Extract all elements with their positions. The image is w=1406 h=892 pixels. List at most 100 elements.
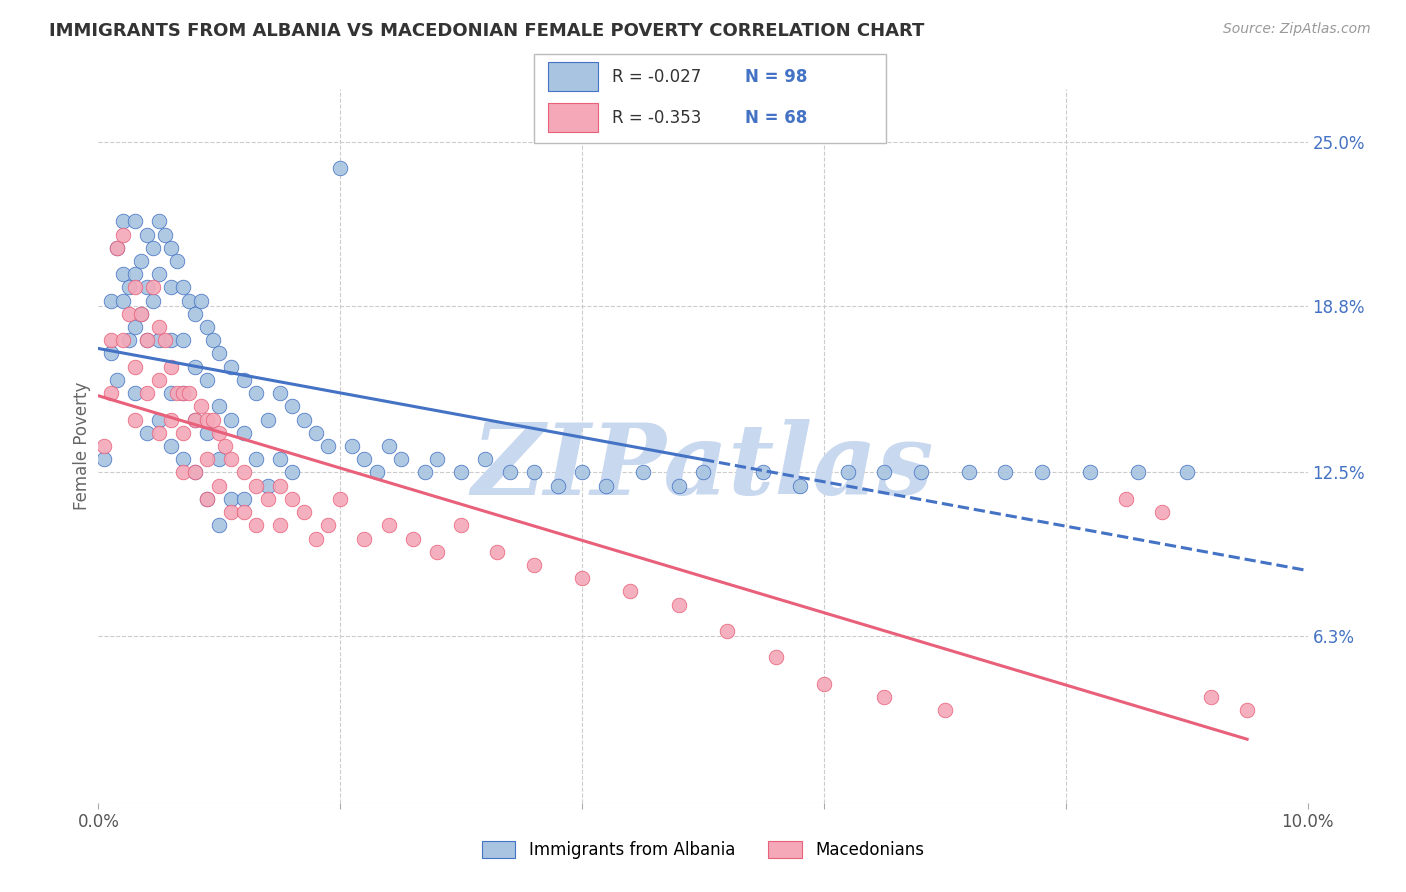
Point <box>269 452 291 467</box>
Point <box>124 386 146 401</box>
Point <box>994 466 1017 480</box>
Point <box>292 505 315 519</box>
Point <box>153 227 176 242</box>
Point <box>124 412 146 426</box>
Point <box>135 425 157 440</box>
Point <box>245 478 267 492</box>
Point <box>668 478 690 492</box>
Point <box>184 412 207 426</box>
Point <box>124 280 146 294</box>
Point <box>166 386 188 401</box>
Point <box>389 452 412 467</box>
Point <box>523 558 546 572</box>
Point <box>292 412 315 426</box>
Point <box>692 466 714 480</box>
Y-axis label: Female Poverty: Female Poverty <box>73 382 91 510</box>
Point <box>316 439 339 453</box>
Point <box>129 254 152 268</box>
Point <box>256 412 278 426</box>
Point <box>195 320 218 334</box>
Point <box>1078 466 1101 480</box>
Point <box>172 333 194 347</box>
Point <box>281 491 304 506</box>
Bar <box>548 62 598 91</box>
Point <box>486 545 509 559</box>
Point <box>105 373 128 387</box>
Point <box>208 452 231 467</box>
Point <box>100 293 122 308</box>
Point <box>124 214 146 228</box>
Point <box>195 412 218 426</box>
Point <box>208 400 231 414</box>
Point <box>269 386 291 401</box>
Point <box>148 373 170 387</box>
Point <box>190 293 212 308</box>
Point <box>873 690 896 704</box>
Point <box>1115 491 1137 506</box>
Point <box>142 280 165 294</box>
Bar <box>548 103 598 132</box>
Point <box>208 425 231 440</box>
Point <box>269 518 291 533</box>
Point <box>148 214 170 228</box>
Point <box>111 214 134 228</box>
Point <box>208 478 231 492</box>
Point <box>281 400 304 414</box>
Point <box>245 386 267 401</box>
Point <box>124 267 146 281</box>
Point <box>765 650 787 665</box>
Point <box>221 491 243 506</box>
Point <box>281 466 304 480</box>
Point <box>547 478 569 492</box>
Point <box>1128 466 1150 480</box>
Point <box>111 267 134 281</box>
Point <box>105 241 128 255</box>
Point <box>256 491 278 506</box>
Text: IMMIGRANTS FROM ALBANIA VS MACEDONIAN FEMALE POVERTY CORRELATION CHART: IMMIGRANTS FROM ALBANIA VS MACEDONIAN FE… <box>49 22 925 40</box>
Point <box>172 425 194 440</box>
Point <box>716 624 738 638</box>
Point <box>184 466 207 480</box>
Point <box>118 307 141 321</box>
Point <box>160 359 183 374</box>
Point <box>1031 466 1053 480</box>
Point <box>873 466 896 480</box>
Point <box>135 227 157 242</box>
Point <box>93 439 115 453</box>
Point <box>668 598 690 612</box>
Point <box>195 452 218 467</box>
Point <box>305 532 328 546</box>
Point <box>1175 466 1198 480</box>
Point <box>124 359 146 374</box>
Point <box>221 412 243 426</box>
Point <box>232 466 254 480</box>
Point <box>160 386 183 401</box>
Point <box>571 571 593 585</box>
Point <box>426 452 449 467</box>
Point <box>160 280 183 294</box>
Point <box>184 412 207 426</box>
Point <box>353 532 375 546</box>
Point <box>179 386 201 401</box>
Point <box>256 478 278 492</box>
Point <box>631 466 654 480</box>
Point <box>172 466 194 480</box>
Point <box>100 346 122 360</box>
Point <box>153 333 176 347</box>
Text: Source: ZipAtlas.com: Source: ZipAtlas.com <box>1223 22 1371 37</box>
Point <box>752 466 775 480</box>
Point <box>316 518 339 533</box>
Point <box>118 280 141 294</box>
Point <box>498 466 520 480</box>
Point <box>190 400 212 414</box>
Point <box>111 227 134 242</box>
Point <box>148 333 170 347</box>
Point <box>221 359 243 374</box>
Text: ZIPatlas: ZIPatlas <box>472 419 934 516</box>
Point <box>957 466 980 480</box>
Point <box>179 293 201 308</box>
Point <box>195 373 218 387</box>
Point <box>129 307 152 321</box>
Point <box>135 333 157 347</box>
Point <box>111 333 134 347</box>
